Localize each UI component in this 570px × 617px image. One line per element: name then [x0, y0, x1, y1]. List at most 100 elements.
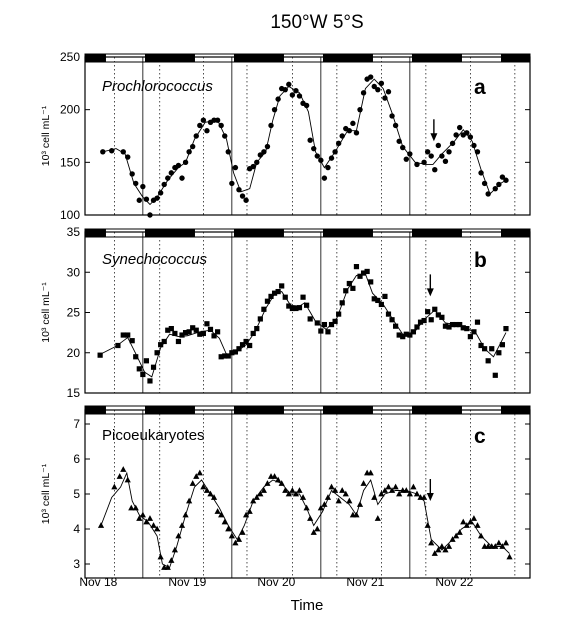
data-point: [357, 273, 363, 279]
data-point: [442, 158, 449, 164]
data-point: [474, 522, 481, 528]
x-tick-label: Nov 18: [79, 575, 117, 589]
data-point: [421, 317, 427, 324]
data-point: [335, 497, 342, 504]
x-tick-label: Nov 19: [168, 575, 206, 589]
data-point: [307, 316, 313, 322]
data-point: [318, 328, 324, 334]
data-point: [271, 473, 278, 479]
data-point: [314, 320, 320, 326]
night-bar: [412, 228, 462, 238]
data-point: [360, 90, 367, 96]
data-point: [428, 153, 434, 159]
night-bar: [323, 53, 373, 63]
data-point: [346, 497, 353, 504]
data-point: [196, 469, 203, 476]
data-point: [278, 480, 285, 486]
data-point: [378, 80, 385, 87]
data-point: [260, 487, 267, 493]
y-tick-label: 35: [67, 225, 81, 239]
data-point: [215, 329, 221, 335]
data-point: [289, 487, 296, 493]
night-bar: [84, 53, 106, 63]
data-point: [136, 515, 143, 521]
data-point: [300, 294, 306, 300]
data-point: [171, 546, 178, 553]
data-point: [492, 185, 498, 192]
data-point: [432, 306, 438, 312]
data-point: [304, 302, 310, 308]
data-point: [299, 494, 307, 500]
data-point: [331, 487, 339, 493]
day-bar: [193, 53, 236, 63]
data-point: [321, 175, 328, 181]
data-point: [182, 159, 189, 166]
data-point: [492, 543, 499, 549]
data-point: [253, 494, 260, 500]
data-point: [232, 349, 239, 355]
data-point: [460, 518, 467, 525]
data-point: [168, 326, 174, 332]
data-point: [463, 522, 470, 528]
data-point: [410, 483, 417, 490]
data-point: [382, 293, 388, 299]
data-point: [225, 149, 231, 155]
data-point: [236, 187, 242, 193]
y-tick-label: 250: [60, 50, 80, 64]
data-point: [296, 487, 303, 493]
data-point: [467, 334, 473, 340]
data-point: [456, 529, 463, 535]
data-point: [339, 487, 346, 493]
panel-prochlorococcus: 100 150 200 250 10³ cell mL⁻¹ Prochlorococcus…: [40, 50, 531, 222]
data-point: [420, 494, 428, 500]
data-point: [193, 327, 199, 333]
data-point: [271, 106, 278, 113]
data-point: [438, 543, 445, 549]
data-point: [496, 350, 502, 356]
data-point: [474, 319, 481, 325]
data-point: [203, 487, 211, 493]
day-bar: [104, 53, 147, 63]
data-point: [109, 148, 115, 154]
data-point: [336, 311, 342, 317]
figure-title: 150°W 5°S: [270, 12, 363, 33]
data-point: [139, 511, 146, 518]
data-point: [154, 350, 160, 356]
night-bar: [323, 228, 373, 238]
data-point: [120, 149, 126, 155]
data-point: [388, 487, 396, 493]
data-point: [482, 346, 488, 352]
trend-line: [102, 78, 507, 206]
data-point: [360, 480, 367, 486]
x-tick-label: Nov 21: [346, 575, 384, 589]
data-point: [243, 338, 249, 345]
data-point: [453, 132, 459, 138]
data-point: [382, 95, 388, 101]
data-point: [378, 490, 385, 497]
data-point: [499, 174, 506, 180]
data-point: [250, 497, 257, 504]
data-point: [132, 504, 139, 511]
data-point: [457, 321, 463, 328]
data-point: [229, 180, 235, 187]
data-point: [396, 490, 403, 497]
data-point: [414, 161, 420, 168]
series-label: Picoeukaryotes: [102, 427, 205, 444]
data-point: [385, 311, 392, 317]
data-point: [435, 546, 442, 553]
data-point: [396, 138, 402, 144]
data-point: [250, 163, 256, 170]
panel-letter: b: [474, 249, 487, 272]
data-point: [442, 323, 449, 329]
data-point: [310, 529, 317, 535]
data-point: [140, 371, 146, 378]
data-point: [449, 536, 456, 542]
day-bar: [193, 228, 236, 238]
data-point: [371, 83, 377, 90]
data-point: [204, 321, 210, 327]
data-point: [321, 501, 328, 507]
data-point: [129, 338, 135, 344]
data-point: [254, 326, 260, 332]
night-bar: [145, 53, 195, 63]
